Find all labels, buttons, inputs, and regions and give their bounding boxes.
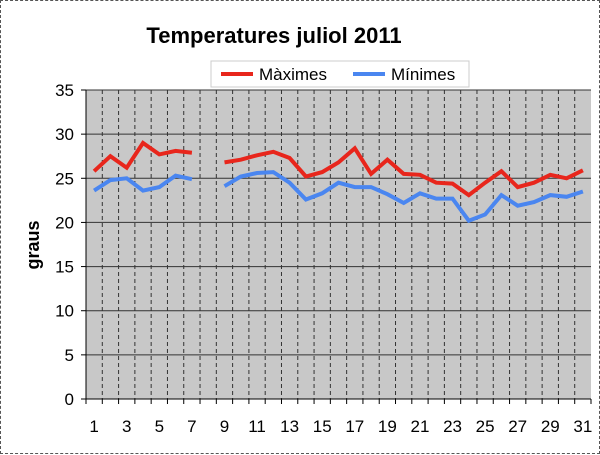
x-tick-label: 3 [122, 417, 131, 436]
x-tick-label: 15 [313, 417, 332, 436]
x-tick-label: 11 [248, 417, 266, 436]
y-tick-label: 20 [55, 213, 74, 232]
chart-title: Temperatures juliol 2011 [146, 23, 401, 48]
x-tick-label: 27 [508, 417, 527, 436]
y-tick-label: 25 [55, 169, 74, 188]
y-tick-label: 35 [55, 81, 74, 100]
x-tick-label: 21 [410, 417, 429, 436]
x-tick-label: 31 [573, 417, 592, 436]
series-line-min [93, 170, 584, 224]
plot-background [86, 90, 591, 399]
x-tick-label: 7 [187, 417, 196, 436]
x-tick-label: 29 [541, 417, 560, 436]
y-tick-label: 10 [55, 302, 74, 321]
y-tick-label: 5 [65, 346, 74, 365]
legend-label-max: Màximes [259, 65, 327, 84]
x-tick-label: 17 [345, 417, 364, 436]
x-tick-label: 25 [476, 417, 495, 436]
y-tick-label: 30 [55, 125, 74, 144]
x-tick-label: 5 [155, 417, 164, 436]
series-line-max [92, 140, 584, 198]
y-axis-label: graus [23, 220, 43, 269]
x-tick-label: 13 [280, 417, 299, 436]
y-tick-label: 0 [65, 390, 74, 409]
x-tick-label: 9 [220, 417, 229, 436]
x-tick-label: 19 [378, 417, 397, 436]
legend-box [210, 60, 470, 88]
legend-label-min: Mínimes [391, 65, 455, 84]
x-tick-label: 23 [443, 417, 462, 436]
y-tick-label: 15 [55, 258, 74, 277]
legend: Màximes Mínimes [210, 60, 470, 88]
x-tick-label: 1 [89, 417, 98, 436]
